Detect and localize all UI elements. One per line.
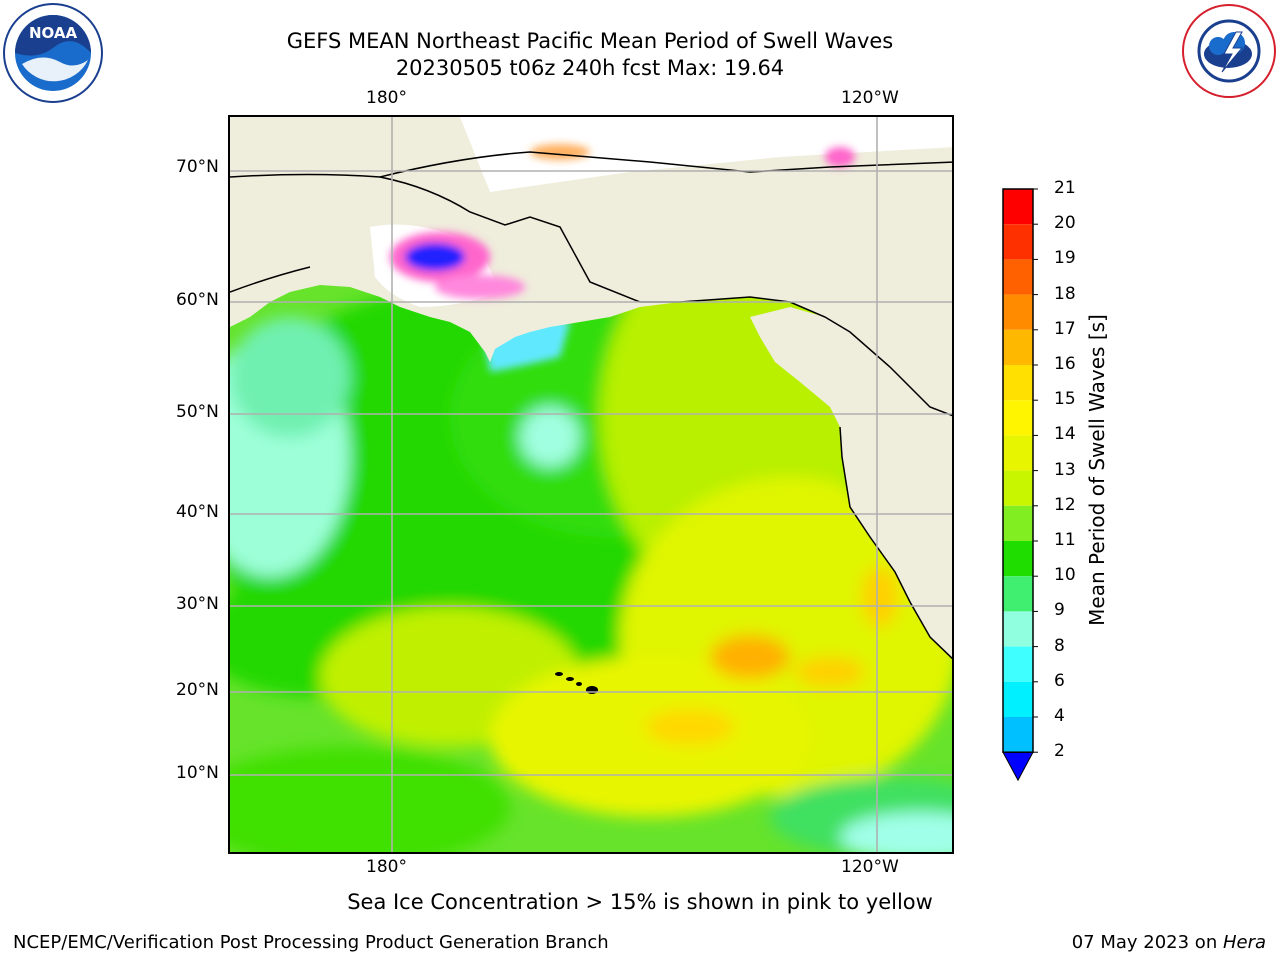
bottom-lon-label-120w: 120°W xyxy=(841,857,899,877)
colorbar-segment xyxy=(1003,400,1033,436)
lat-label-60n: 60°N xyxy=(176,290,219,310)
land-north xyxy=(230,117,952,416)
colorbar-segment xyxy=(1003,435,1033,471)
colorbar-segment xyxy=(1003,470,1033,506)
coastline xyxy=(230,176,952,660)
colorbar-tick-label: 6 xyxy=(1054,670,1065,691)
colorbar-tick-label: 9 xyxy=(1054,600,1065,621)
colorbar-tick-label: 17 xyxy=(1054,318,1076,339)
colorbar-tick-label: 11 xyxy=(1054,530,1076,550)
footer-date-text: 07 May 2023 on xyxy=(1071,932,1223,953)
colorbar-tick-label: 2 xyxy=(1054,741,1065,762)
colorbar-segment xyxy=(1003,646,1033,682)
chart-title: GEFS MEAN Northeast Pacific Mean Period … xyxy=(286,29,894,53)
nws-logo xyxy=(1182,4,1276,98)
lat-label-10n: 10°N xyxy=(176,763,219,783)
lat-label-50n: 50°N xyxy=(176,402,219,422)
colorbar-tick-label: 14 xyxy=(1054,424,1076,445)
colorbar-segment xyxy=(1003,329,1033,365)
colorbar-segment xyxy=(1003,681,1033,717)
colorbar-tick-label: 4 xyxy=(1054,706,1065,726)
colorbar-tick-label: 15 xyxy=(1054,389,1076,410)
colorbar-segments xyxy=(1002,188,1038,782)
swell-period-map xyxy=(230,117,952,852)
colorbar-segment xyxy=(1003,505,1033,541)
svg-text:NOAA: NOAA xyxy=(29,24,78,42)
top-lon-label-120w: 120°W xyxy=(841,88,899,108)
sea-ice-note: Sea Ice Concentration > 15% is shown in … xyxy=(347,890,933,914)
noaa-logo: NOAA xyxy=(3,3,103,103)
colorbar-tick-label: 19 xyxy=(1054,248,1076,269)
colorbar-tick-label: 12 xyxy=(1054,494,1076,515)
colorbar-segment xyxy=(1003,611,1033,647)
colorbar-tick-label: 13 xyxy=(1054,459,1076,480)
footer-date: 07 May 2023 on Hera xyxy=(1072,932,1266,953)
colorbar-extend-arrow xyxy=(1002,751,1034,782)
colorbar-tick-label: 10 xyxy=(1054,565,1076,586)
lat-label-70n: 70°N xyxy=(176,157,219,177)
graticule xyxy=(230,117,952,852)
colorbar-segment xyxy=(1003,224,1033,260)
map-panel xyxy=(228,115,954,854)
colorbar-tick-label: 20 xyxy=(1054,213,1076,234)
footer-host: Hera xyxy=(1222,932,1266,953)
colorbar xyxy=(1002,188,1038,782)
lat-label-30n: 30°N xyxy=(176,594,219,614)
colorbar-segment xyxy=(1003,576,1033,612)
lat-label-20n: 20°N xyxy=(176,680,219,700)
chart-subtitle: 20230505 t06z 240h fcst Max: 19.64 xyxy=(395,56,785,80)
hawaii-islands xyxy=(555,672,598,694)
colorbar-segment xyxy=(1003,294,1033,330)
lat-label-40n: 40°N xyxy=(176,502,219,522)
colorbar-label: Mean Period of Swell Waves [s] xyxy=(1085,314,1109,626)
top-lon-label-180: 180° xyxy=(366,88,407,108)
bottom-lon-label-180: 180° xyxy=(366,857,407,877)
footer-credit: NCEP/EMC/Verification Post Processing Pr… xyxy=(13,932,609,953)
land-north-america xyxy=(750,307,952,659)
colorbar-tick-label: 18 xyxy=(1054,283,1076,304)
swell-period-field xyxy=(230,237,952,852)
colorbar-segment xyxy=(1003,259,1033,295)
colorbar-segment xyxy=(1003,717,1033,753)
colorbar-segment xyxy=(1003,189,1033,225)
colorbar-tick-label: 21 xyxy=(1054,178,1076,198)
colorbar-tick-label: 8 xyxy=(1054,635,1065,656)
colorbar-segment xyxy=(1003,365,1033,401)
colorbar-tick-label: 16 xyxy=(1054,354,1076,374)
colorbar-segment xyxy=(1003,541,1033,577)
